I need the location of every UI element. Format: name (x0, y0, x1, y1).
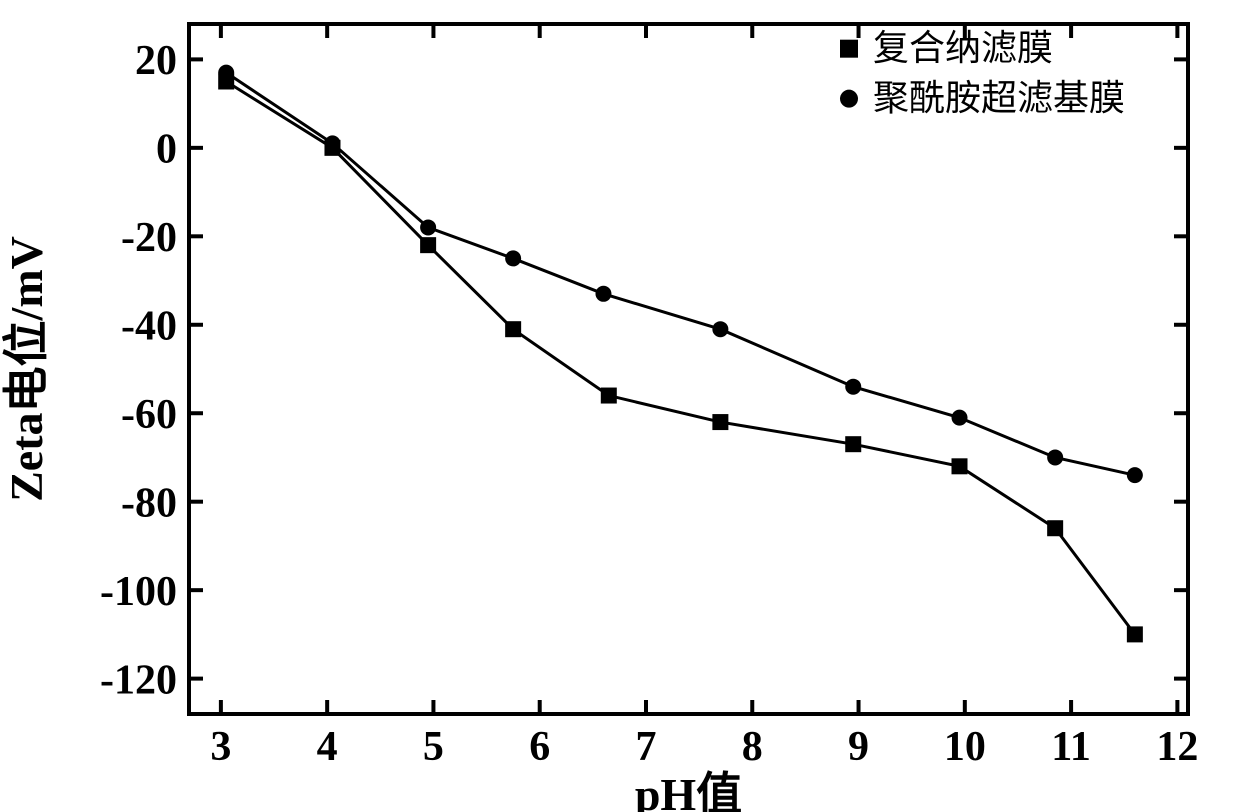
series-marker-1 (505, 250, 521, 266)
x-tick-label: 5 (423, 724, 444, 770)
series-marker-1 (595, 286, 611, 302)
y-tick-label: -120 (100, 657, 177, 703)
x-tick-label: 6 (529, 724, 550, 770)
series-marker-1 (1127, 467, 1143, 483)
series-marker-0 (1127, 626, 1143, 642)
x-tick-label: 4 (317, 724, 338, 770)
y-tick-label: -60 (121, 392, 177, 438)
x-axis-label: pH值 (635, 769, 742, 812)
series-marker-1 (218, 65, 234, 81)
y-tick-label: -20 (121, 215, 177, 261)
series-marker-0 (952, 458, 968, 474)
series-marker-1 (420, 219, 436, 235)
x-tick-label: 9 (848, 724, 869, 770)
chart-svg: 3 4 5 6 7 8 9 10 11 12 -120 -100 -80 -60 -40 -20 0 20 pH值 Z… (0, 0, 1240, 812)
legend-label-1: 聚酰胺超滤基膜 (873, 78, 1125, 118)
x-tick-label: 3 (210, 724, 231, 770)
y-tick-label: 0 (156, 127, 177, 173)
x-tick-label: 7 (635, 724, 656, 770)
series-marker-0 (420, 237, 436, 253)
zeta-ph-chart: 3 4 5 6 7 8 9 10 11 12 -120 -100 -80 -60 -40 -20 0 20 pH值 Z… (0, 0, 1240, 812)
series-marker-0 (601, 388, 617, 404)
series-marker-1 (712, 321, 728, 337)
x-tick-label: 12 (1156, 724, 1198, 770)
series-marker-1 (1047, 449, 1063, 465)
series-marker-0 (1047, 520, 1063, 536)
x-tick-label: 8 (742, 724, 763, 770)
series-marker-1 (845, 379, 861, 395)
y-tick-label: -80 (121, 480, 177, 526)
series-line-1 (226, 73, 1135, 476)
legend-marker-0 (840, 40, 858, 58)
series-marker-0 (505, 321, 521, 337)
series-marker-1 (952, 410, 968, 426)
y-tick-label: -40 (121, 303, 177, 349)
x-tick-label: 10 (944, 724, 986, 770)
y-tick-label: -100 (100, 569, 177, 615)
legend-label-0: 复合纳滤膜 (873, 28, 1053, 68)
x-tick-label: 11 (1051, 724, 1091, 770)
y-axis-label: Zeta电位/mV (1, 236, 52, 502)
series-line-0 (226, 82, 1135, 635)
series-marker-1 (324, 135, 340, 151)
series-marker-0 (712, 414, 728, 430)
series-marker-0 (845, 436, 861, 452)
y-tick-label: 20 (135, 38, 177, 84)
legend-marker-1 (840, 90, 858, 108)
